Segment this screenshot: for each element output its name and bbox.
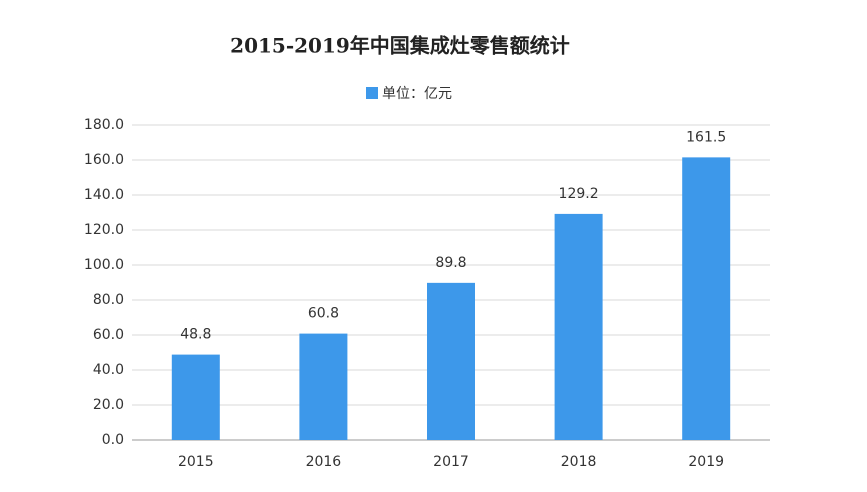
y-tick-label: 20.0 (93, 397, 124, 413)
x-tick-label: 2017 (433, 454, 469, 470)
y-tick-label: 180.0 (84, 117, 124, 133)
y-tick-label: 120.0 (84, 222, 124, 238)
y-tick-label: 80.0 (93, 292, 124, 308)
value-label: 48.8 (180, 327, 211, 343)
y-tick-label: 0.0 (102, 432, 124, 448)
y-tick-label: 100.0 (84, 257, 124, 273)
bar (554, 213, 603, 440)
chart-title: 2015-2019年中国集成灶零售额统计 (230, 34, 570, 58)
value-label: 129.2 (559, 186, 599, 202)
value-label: 89.8 (435, 255, 466, 271)
y-tick-label: 40.0 (93, 362, 124, 378)
bar (682, 157, 731, 440)
bar (427, 282, 475, 440)
y-tick-label: 160.0 (84, 152, 124, 168)
x-tick-label: 2018 (561, 454, 597, 470)
value-label: 60.8 (308, 306, 339, 322)
x-tick-label: 2019 (688, 454, 724, 470)
bar (171, 354, 220, 440)
x-tick-label: 2015 (178, 454, 214, 470)
y-tick-label: 140.0 (84, 187, 124, 203)
legend-swatch (366, 87, 378, 99)
x-tick-label: 2016 (306, 454, 342, 470)
y-tick-label: 60.0 (93, 327, 124, 343)
legend-label: 单位：亿元 (382, 86, 452, 102)
value-label: 161.5 (686, 129, 726, 145)
bar (299, 333, 348, 440)
